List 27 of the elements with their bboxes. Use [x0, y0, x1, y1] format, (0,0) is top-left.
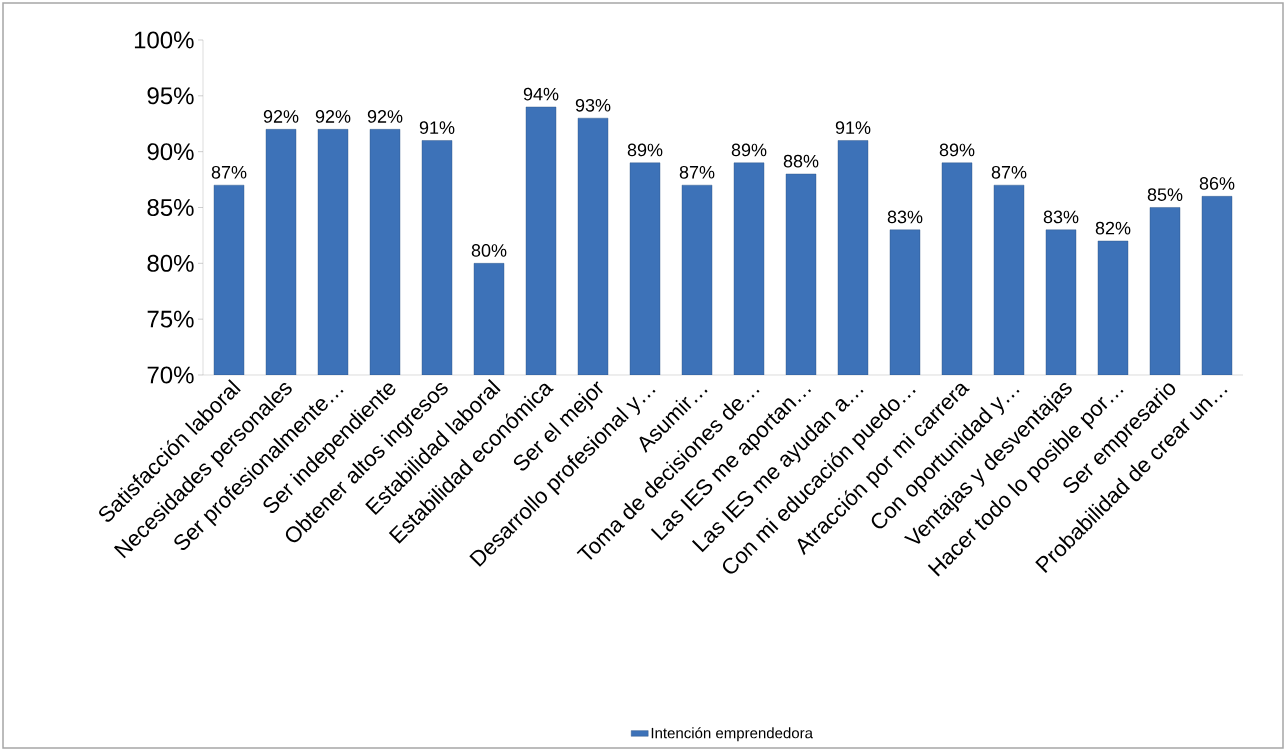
- y-tick-label: 95%: [147, 87, 194, 105]
- data-label: 89%: [731, 143, 767, 157]
- data-label: 89%: [939, 143, 975, 157]
- data-label: 93%: [575, 98, 611, 112]
- data-label: 92%: [367, 110, 403, 123]
- data-label: 83%: [1043, 210, 1079, 224]
- data-label: 83%: [887, 210, 923, 224]
- legend-label: Intención emprendedora: [651, 727, 813, 742]
- data-label: 80%: [471, 244, 507, 257]
- y-tick-label: 80%: [147, 254, 194, 272]
- data-label: 92%: [263, 110, 299, 123]
- data-label: 89%: [627, 143, 663, 157]
- data-label: 91%: [419, 121, 455, 134]
- data-label: 88%: [783, 154, 819, 168]
- data-label: 87%: [679, 165, 715, 179]
- data-label: 86%: [1199, 177, 1235, 190]
- data-label: 92%: [315, 110, 351, 123]
- data-label: 85%: [1147, 188, 1183, 201]
- data-label: 87%: [991, 165, 1027, 179]
- data-label: 94%: [523, 87, 559, 101]
- y-tick-label: 85%: [147, 198, 194, 216]
- y-tick-label: 90%: [147, 143, 194, 161]
- data-label: 82%: [1095, 221, 1131, 235]
- data-label: 91%: [835, 121, 871, 134]
- y-tick-label: 100%: [134, 31, 194, 49]
- y-tick-label: 75%: [147, 310, 194, 328]
- data-label: 87%: [211, 165, 247, 179]
